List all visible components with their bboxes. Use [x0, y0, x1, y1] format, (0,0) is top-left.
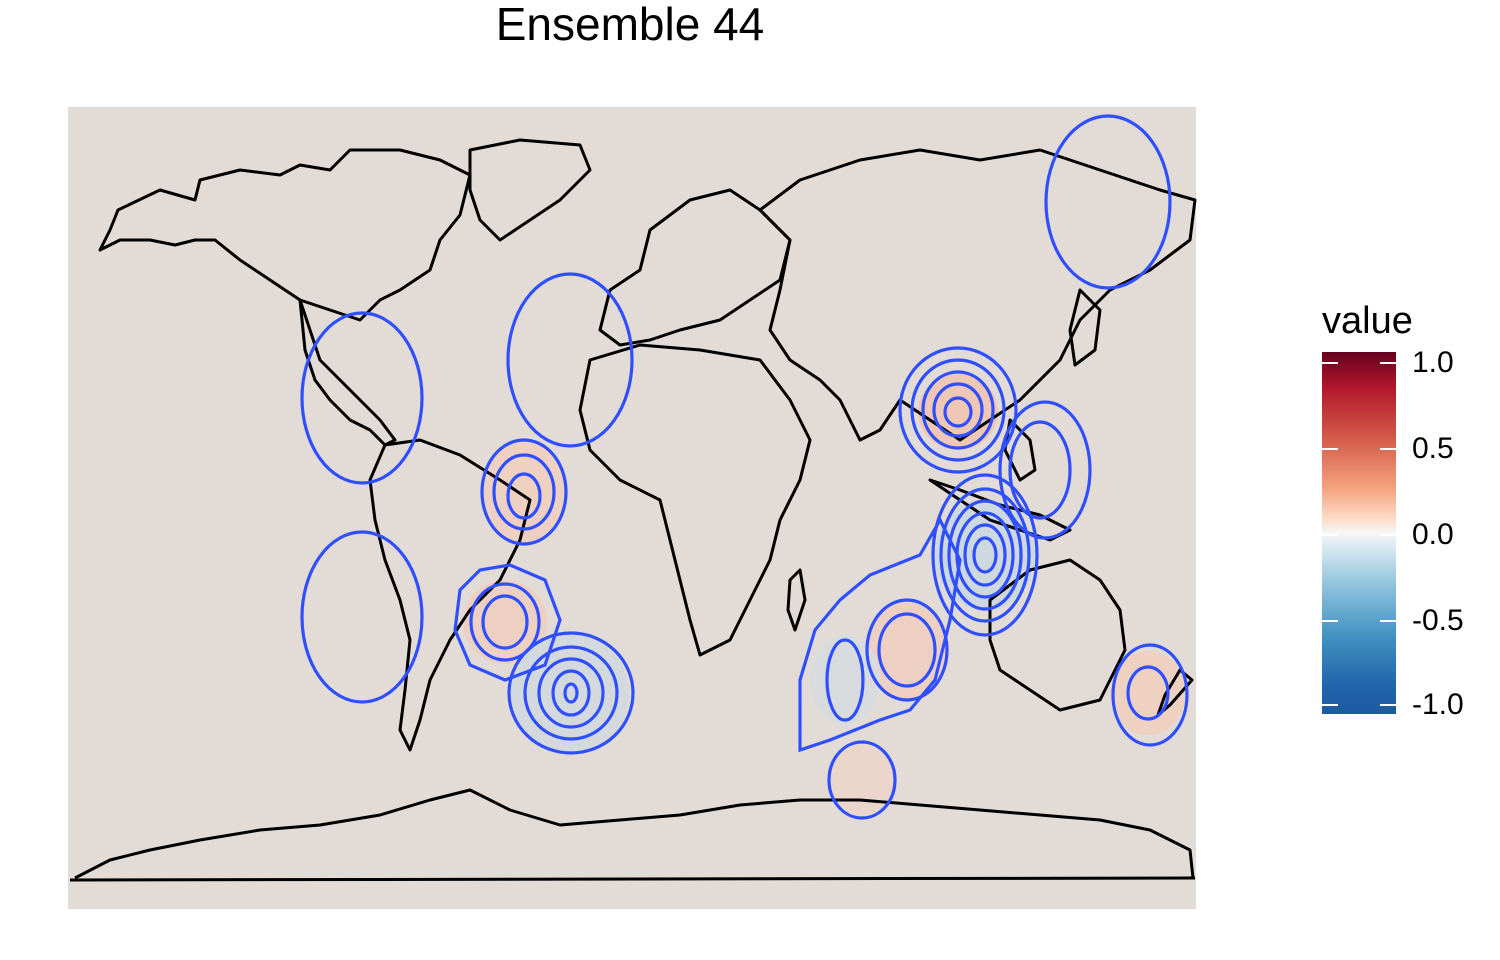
contour-indonesia-2: [939, 487, 1031, 623]
contour-nz-2: [1126, 665, 1170, 721]
legend-tick-label: 0.5: [1412, 432, 1454, 465]
contour-philippines-1: [998, 400, 1092, 540]
south-america-coast: [368, 438, 532, 752]
legend-tick: [1380, 362, 1396, 364]
legend-tick-label: 0.0: [1412, 518, 1454, 551]
asia-coast: [758, 148, 1197, 442]
contour-asia-high-1: [898, 346, 1018, 474]
contour-sa-low-3: [537, 657, 605, 729]
contour-sa-high-2: [492, 453, 556, 531]
contour-sa-low-5: [563, 682, 579, 704]
contour-asia-high-5: [943, 396, 973, 428]
map-bottom-edge: [69, 876, 1196, 882]
legend-tick: [1322, 704, 1338, 706]
legend-tick: [1322, 534, 1338, 536]
legend-tick: [1380, 448, 1396, 450]
contour-sa-high-4: [453, 563, 562, 682]
legend-title: value: [1322, 300, 1413, 342]
coastlines: [69, 138, 1197, 882]
contour-sa-high-1: [480, 438, 568, 546]
contour-sa-low-4: [551, 669, 591, 717]
north-america-coast: [98, 148, 472, 322]
legend-tick-label: 1.0: [1412, 346, 1454, 379]
antarctica-coast: [74, 788, 1195, 880]
contour-nz-1: [1111, 643, 1189, 747]
contour-sa-low-1: [507, 631, 635, 755]
legend-colorbar: [1322, 352, 1396, 714]
legend-tick: [1322, 362, 1338, 364]
legend-tick-label: -0.5: [1412, 604, 1464, 637]
legend-tick: [1380, 534, 1396, 536]
contour-asia-high-4: [932, 382, 984, 438]
contour-siberia: [1044, 114, 1172, 290]
contour-indian-ocean-low-1: [825, 638, 865, 722]
contour-north-america: [300, 311, 424, 485]
contour-indonesia-3: [947, 499, 1023, 611]
contour-sa-high-3: [506, 472, 542, 520]
contour-asia-high-3: [921, 370, 995, 450]
madagascar-coast: [786, 568, 807, 632]
legend-tick: [1380, 704, 1396, 706]
contour-asia-high-2: [910, 358, 1006, 462]
chart-title: Ensemble 44: [495, 0, 765, 50]
contour-sa-high-5: [469, 582, 541, 662]
greenland-coast: [468, 138, 592, 242]
legend-tick: [1380, 620, 1396, 622]
contour-lines: [300, 114, 1189, 820]
contour-antarctic: [827, 740, 897, 820]
contour-indonesia-1: [931, 473, 1039, 637]
central-america-coast: [298, 298, 397, 447]
legend-tick: [1322, 448, 1338, 450]
contour-indian-ocean-outer: [798, 516, 962, 753]
contour-south-pacific: [300, 530, 424, 704]
contour-sa-low-2: [523, 645, 619, 741]
australia-coast: [988, 558, 1127, 712]
contour-philippines-2: [1008, 420, 1072, 520]
contour-sa-high-6: [481, 594, 529, 650]
contour-indonesia-6: [972, 536, 998, 574]
legend-tick: [1322, 620, 1338, 622]
legend-tick-label: -1.0: [1412, 688, 1464, 721]
contour-north-atlantic: [506, 272, 634, 448]
contour-indian-ocean-high-1: [865, 598, 949, 702]
contour-indonesia-5: [963, 523, 1007, 587]
africa-coast: [578, 343, 812, 657]
contour-indian-ocean-high-2: [877, 612, 937, 688]
japan-coast: [1068, 288, 1102, 367]
